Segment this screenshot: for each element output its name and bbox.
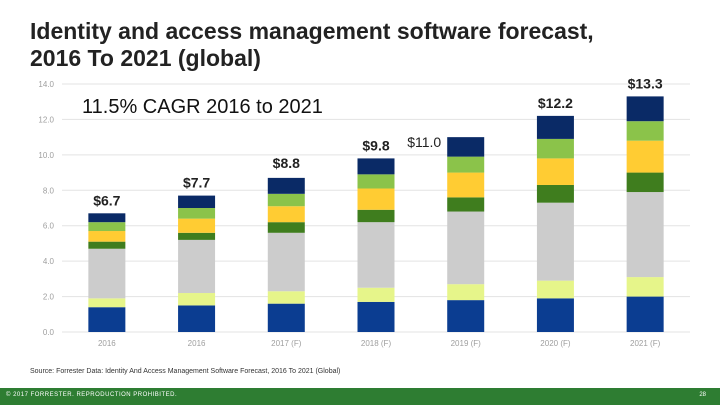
y-tick-label: 6.0 — [43, 222, 55, 231]
bar-segment — [447, 197, 485, 212]
bar-segment — [447, 137, 485, 157]
x-tick-label: 2017 (F) — [271, 339, 302, 348]
bar-segment — [178, 218, 216, 233]
bar-segment — [88, 222, 126, 232]
bar-segment — [357, 209, 395, 223]
source-note: Source: Forrester Data: Identity And Acc… — [30, 368, 341, 375]
x-tick-label: 2018 (F) — [361, 339, 392, 348]
bar-segment — [178, 239, 216, 294]
footer-bar: © 2017 FORRESTER. REPRODUCTION PROHIBITE… — [0, 388, 720, 405]
bar-segment — [626, 296, 664, 332]
y-tick-label: 12.0 — [38, 115, 54, 124]
bar-segment — [536, 184, 574, 203]
x-tick-label: 2016 — [188, 339, 206, 348]
title-line-1: Identity and access management software … — [30, 18, 594, 44]
x-tick-label: 2021 (F) — [630, 339, 661, 348]
bar-segment — [357, 158, 395, 175]
bar-segment — [536, 158, 574, 185]
y-tick-label: 4.0 — [43, 257, 55, 266]
x-tick-label: 2016 — [98, 339, 116, 348]
bar-segment — [267, 222, 305, 233]
bar-segment — [536, 138, 574, 159]
y-tick-label: 14.0 — [38, 80, 54, 89]
title-line-2: 2016 To 2021 (global) — [30, 45, 261, 71]
total-data-label: $7.7 — [183, 175, 210, 191]
bar-segment — [447, 300, 485, 332]
total-data-label: $11.0 — [407, 134, 441, 150]
bar-segment — [626, 121, 664, 141]
bar-segment — [178, 293, 216, 306]
bar-segment — [447, 156, 485, 173]
bar-segment — [536, 298, 574, 332]
bar-segment — [536, 280, 574, 299]
bar-segment — [447, 284, 485, 301]
bar-segment — [536, 115, 574, 139]
bar-segment — [88, 213, 126, 223]
bar-segment — [267, 177, 305, 194]
bar-segment — [626, 140, 664, 173]
bar-segment — [267, 193, 305, 207]
bar-segment — [626, 96, 664, 122]
bar-segment — [447, 211, 485, 285]
y-tick-label: 0.0 — [43, 328, 55, 337]
bar-segment — [88, 241, 126, 249]
y-tick-label: 8.0 — [43, 186, 55, 195]
stacked-bar-chart: 0.0 2.0 4.0 6.0 8.0 10.0 12.0 14.0 2016 $6.7 2016 $… — [38, 75, 690, 348]
bar-segment — [88, 231, 126, 242]
cagr-annotation: 11.5% CAGR 2016 to 2021 — [82, 96, 323, 118]
bar-segment — [357, 287, 395, 302]
bar-segment — [88, 248, 126, 299]
bar-segment — [357, 301, 395, 332]
bar-segment — [626, 172, 664, 193]
total-data-label: $8.8 — [273, 155, 300, 171]
bar-segment — [178, 208, 216, 219]
slide-title: Identity and access management software … — [30, 18, 700, 72]
bar-segment — [267, 206, 305, 223]
y-tick-label: 2.0 — [43, 293, 55, 302]
bar-segment — [626, 277, 664, 297]
page-number: 28 — [699, 392, 706, 398]
bar-segment — [267, 291, 305, 304]
bar-segment — [88, 307, 126, 332]
bar-segment — [178, 305, 216, 332]
bar-segment — [267, 232, 305, 292]
bar-segment — [178, 232, 216, 240]
total-data-label: $12.2 — [538, 95, 573, 111]
total-data-label: $13.3 — [628, 75, 663, 91]
bar-segment — [357, 174, 395, 189]
bar-segment — [267, 303, 305, 332]
bar-segment — [536, 202, 574, 281]
bar-segment — [178, 195, 216, 208]
bar-segment — [357, 188, 395, 210]
bar-segment — [626, 192, 664, 278]
x-tick-label: 2020 (F) — [540, 339, 571, 348]
x-tick-label: 2019 (F) — [451, 339, 482, 348]
bar-segment — [447, 172, 485, 198]
total-data-label: $9.8 — [362, 137, 389, 153]
total-data-label: $6.7 — [93, 192, 120, 208]
copyright-text: © 2017 FORRESTER. REPRODUCTION PROHIBITE… — [6, 392, 178, 398]
bar-segment — [357, 222, 395, 288]
bar-segment — [88, 298, 126, 308]
y-tick-label: 10.0 — [38, 151, 54, 160]
